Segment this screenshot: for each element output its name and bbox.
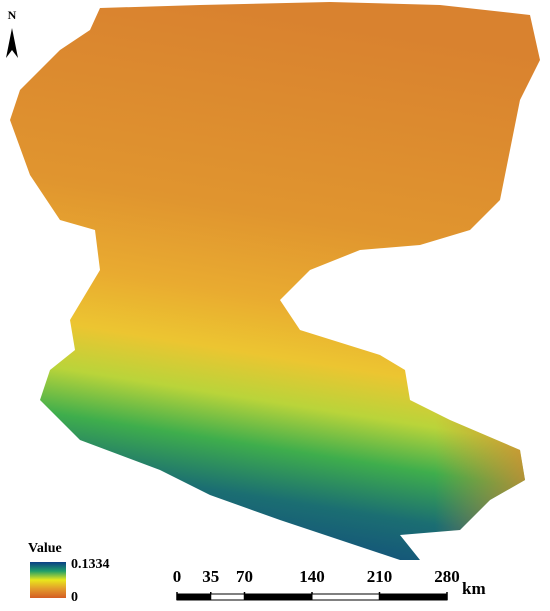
scale-segment — [210, 593, 245, 601]
legend-max: 0.1334 — [71, 557, 110, 572]
legend-ramp — [30, 562, 66, 598]
scale-segment — [311, 593, 380, 601]
scale-segment — [176, 593, 212, 601]
scale-label: 0 — [173, 567, 182, 586]
north-arrow: N — [6, 8, 18, 58]
scale-label: 35 — [202, 567, 219, 586]
scale-label: 210 — [367, 567, 393, 586]
scale-segment — [244, 593, 313, 601]
north-arrow-shape — [6, 28, 18, 58]
legend-min: 0 — [71, 590, 78, 605]
legend-title: Value — [28, 541, 62, 556]
scale-label: 140 — [299, 567, 325, 586]
scale-label: 280 — [434, 567, 460, 586]
scale-label: 70 — [236, 567, 253, 586]
scale-segment — [379, 593, 448, 601]
north-label: N — [8, 8, 17, 22]
scale-unit: km — [462, 579, 486, 598]
study-area-east — [300, 330, 525, 535]
